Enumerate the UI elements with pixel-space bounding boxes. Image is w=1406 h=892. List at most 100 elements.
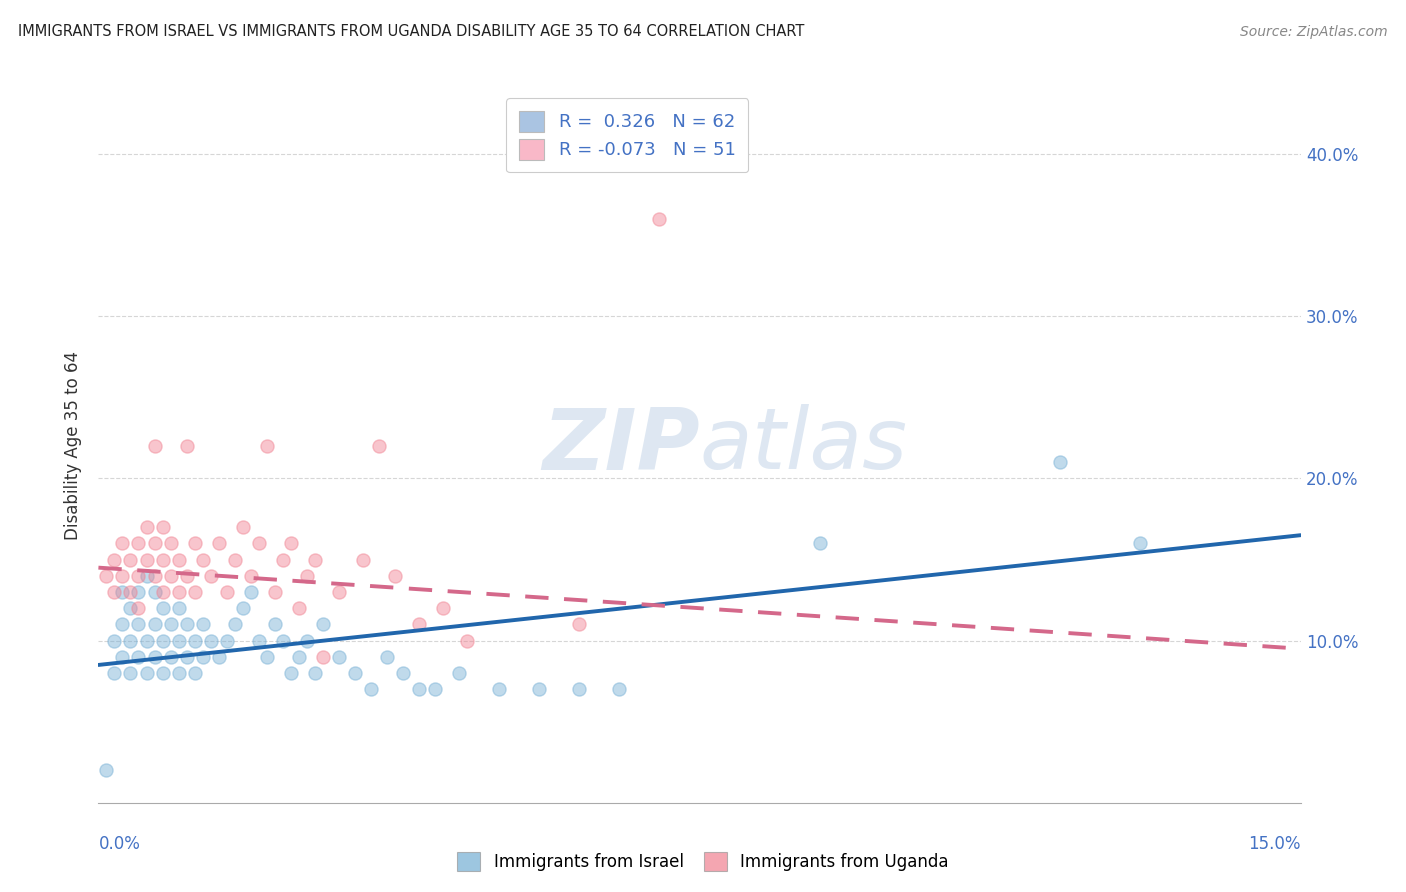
Point [96,568,118,582]
Point [183,666,205,681]
Point [328,585,350,599]
Point [247,536,270,550]
Point [167,552,190,566]
Point [128,568,150,582]
Point [247,633,270,648]
Point [200,568,222,582]
Point [808,536,831,550]
Point [295,568,318,582]
Point [159,536,181,550]
Point [152,601,174,615]
Point [271,633,294,648]
Point [1049,455,1071,469]
Point [609,682,631,697]
Point [408,617,430,632]
Point [128,601,150,615]
Point [159,649,181,664]
Point [167,666,190,681]
Point [208,536,231,550]
Point [263,585,285,599]
Point [200,633,222,648]
Point [215,633,238,648]
Point [103,552,125,566]
Point [328,649,350,664]
Text: Source: ZipAtlas.com: Source: ZipAtlas.com [1240,25,1388,38]
Point [256,439,278,453]
Text: atlas: atlas [700,404,907,488]
Point [143,617,166,632]
Point [432,601,454,615]
Point [224,617,246,632]
Point [352,552,374,566]
Point [232,520,254,534]
Point [263,617,285,632]
Point [176,568,198,582]
Point [135,666,157,681]
Point [120,666,142,681]
Point [280,666,302,681]
Point [152,585,174,599]
Point [568,682,591,697]
Text: 0.0%: 0.0% [98,835,141,853]
Legend: Immigrants from Israel, Immigrants from Uganda: Immigrants from Israel, Immigrants from … [449,843,957,880]
Point [152,666,174,681]
Text: ZIP: ZIP [541,404,700,488]
Point [271,552,294,566]
Y-axis label: Disability Age 35 to 64: Disability Age 35 to 64 [65,351,83,541]
Point [360,682,382,697]
Point [423,682,446,697]
Point [167,633,190,648]
Point [256,649,278,664]
Point [135,520,157,534]
Point [183,585,205,599]
Point [111,649,134,664]
Point [135,568,157,582]
Point [128,649,150,664]
Point [128,585,150,599]
Point [280,536,302,550]
Point [384,568,406,582]
Point [152,552,174,566]
Point [304,552,326,566]
Point [96,764,118,778]
Point [111,617,134,632]
Point [456,633,478,648]
Point [103,666,125,681]
Point [143,649,166,664]
Point [648,211,671,226]
Point [167,585,190,599]
Point [183,536,205,550]
Text: IMMIGRANTS FROM ISRAEL VS IMMIGRANTS FROM UGANDA DISABILITY AGE 35 TO 64 CORRELA: IMMIGRANTS FROM ISRAEL VS IMMIGRANTS FRO… [18,24,804,38]
Point [159,617,181,632]
Point [120,585,142,599]
Point [111,536,134,550]
Point [176,439,198,453]
Point [103,633,125,648]
Point [288,649,311,664]
Point [568,617,591,632]
Point [143,585,166,599]
Point [529,682,551,697]
Point [375,649,398,664]
Point [152,520,174,534]
Point [208,649,231,664]
Point [239,585,262,599]
Point [232,601,254,615]
Point [111,568,134,582]
Point [215,585,238,599]
Point [1129,536,1152,550]
Point [143,568,166,582]
Point [191,649,214,664]
Point [239,568,262,582]
Point [135,633,157,648]
Point [152,633,174,648]
Point [176,617,198,632]
Point [368,439,391,453]
Point [128,536,150,550]
Point [191,617,214,632]
Point [343,666,366,681]
Point [128,617,150,632]
Point [120,633,142,648]
Point [392,666,415,681]
Point [191,552,214,566]
